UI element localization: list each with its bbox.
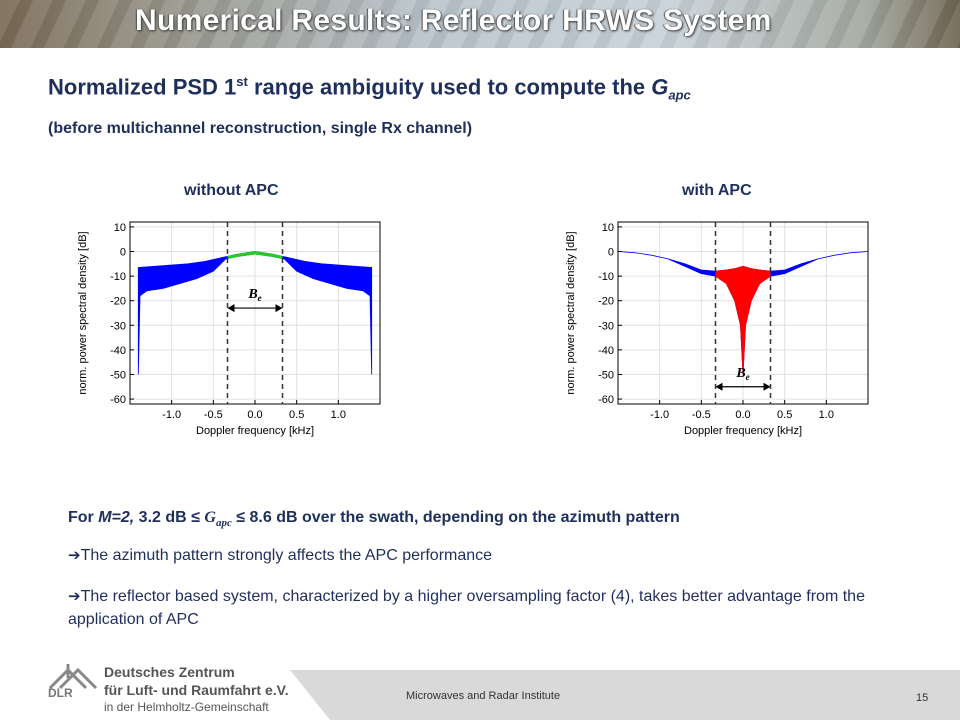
heading-g-symbol: G [651, 74, 669, 100]
slide-title: Numerical Results: Reflector HRWS System [135, 4, 772, 37]
bullet-reflector-system: ➔The reflector based system, characteriz… [68, 585, 898, 631]
arrow-head-right-icon [763, 382, 771, 391]
y-tick-label: -30 [598, 320, 614, 332]
x-tick-label: -1.0 [650, 409, 669, 421]
arrow-bullet-icon: ➔ [68, 588, 81, 605]
x-tick-label: 0.0 [735, 409, 750, 421]
arrow-head-left-icon [227, 304, 235, 313]
footer-institute: Microwaves and Radar Institute [406, 690, 561, 702]
plot-without-apc: -1.0 -0.5 0.0 0.5 1.0 10 0 -10 -20 -30 -40 -50 -60 Do… [58, 214, 430, 454]
heading-superscript: st [236, 74, 248, 89]
psd-highlight-area [227, 251, 283, 259]
footer: Microwaves and Radar Institute 15 [0, 664, 960, 720]
bullet-azimuth-pattern: ➔The azimuth pattern strongly affects th… [68, 546, 492, 565]
y-tick-label: 0 [120, 247, 126, 259]
x-tick-label: -1.0 [162, 409, 181, 421]
logo-line-2: für Luft- und Raumfahrt e.V. [104, 682, 289, 698]
bullet-2-text: The reflector based system, characterize… [68, 588, 865, 628]
y-tick-label: 10 [114, 222, 126, 234]
logo-line-1: Deutsches Zentrum [104, 664, 235, 680]
band-label-subscript: e [258, 293, 262, 303]
sub-heading: (before multichannel reconstruction, sin… [48, 120, 473, 137]
x-tick-label: -0.5 [204, 409, 223, 421]
result-prefix: For [68, 509, 99, 526]
caption-with-apc: with APC [682, 182, 752, 199]
y-axis-label: norm. power spectral density [dB] [77, 231, 89, 394]
plot-with-apc: -1.0 -0.5 0.0 0.5 1.0 10 0 -10 -20 -30 -40 -50 -60 Do… [546, 214, 918, 454]
x-axis-label: Doppler frequency [kHz] [196, 425, 314, 437]
result-range-high: ≤ 8.6 dB over the swath, depending on th… [231, 509, 680, 526]
page-number: 15 [916, 692, 929, 704]
y-tick-label: -50 [110, 369, 126, 381]
y-tick-label: -10 [598, 271, 614, 283]
arrow-head-left-icon [715, 382, 723, 391]
y-tick-label: -40 [110, 345, 126, 357]
psd-highlight-area [715, 265, 771, 375]
footer-grey-bar [290, 670, 960, 720]
result-statement: For M=2, 3.2 dB ≤ Gapc ≤ 8.6 dB over the… [68, 509, 680, 529]
x-tick-label: 0.5 [777, 409, 792, 421]
plot-without-apc-svg: -1.0 -0.5 0.0 0.5 1.0 10 0 -10 -20 -30 -40 -50 -60 Do… [77, 221, 381, 437]
caption-without-apc: without APC [184, 182, 279, 199]
dlr-emblem-icon [48, 664, 98, 690]
x-axis-label: Doppler frequency [kHz] [684, 425, 802, 437]
y-tick-label: -30 [110, 320, 126, 332]
y-tick-label: -60 [110, 394, 126, 406]
x-tick-label: 1.0 [819, 409, 834, 421]
result-m-value: M=2, [98, 509, 135, 526]
plot-with-apc-svg: -1.0 -0.5 0.0 0.5 1.0 10 0 -10 -20 -30 -40 -50 -60 Do… [565, 221, 869, 437]
y-tick-label: -40 [598, 345, 614, 357]
y-tick-label: 10 [602, 222, 614, 234]
band-label-subscript: e [746, 372, 750, 382]
main-heading: Normalized PSD 1st range ambiguity used … [48, 74, 691, 103]
y-tick-label: 0 [608, 247, 614, 259]
result-range-low: 3.2 dB ≤ [134, 509, 205, 526]
bullet-1-text: The azimuth pattern strongly affects the… [80, 547, 493, 564]
result-g-subscript: apc [215, 517, 232, 530]
logo-abbreviation: DLR [48, 686, 73, 700]
dlr-logo: DLR Deutsches Zentrum für Luft- und Raum… [40, 654, 290, 720]
x-tick-label: 1.0 [331, 409, 346, 421]
title-banner: Numerical Results: Reflector HRWS System [0, 0, 960, 48]
heading-subscript: apc [668, 87, 691, 103]
x-tick-label: -0.5 [692, 409, 711, 421]
band-label: Be [735, 366, 749, 382]
y-axis-label: norm. power spectral density [dB] [565, 231, 577, 394]
band-label: Be [247, 287, 261, 303]
banner-background-image [0, 0, 960, 48]
result-g-symbol: G [204, 509, 216, 526]
x-tick-label: 0.5 [289, 409, 304, 421]
y-tick-label: -60 [598, 394, 614, 406]
heading-part-1: Normalized PSD 1 [48, 74, 237, 100]
y-tick-label: -10 [110, 271, 126, 283]
x-tick-label: 0.0 [247, 409, 262, 421]
heading-part-2: range ambiguity used to compute the [247, 74, 652, 100]
y-tick-label: -20 [598, 296, 614, 308]
y-tick-label: -50 [598, 369, 614, 381]
y-tick-label: -20 [110, 296, 126, 308]
arrow-head-right-icon [275, 304, 283, 313]
arrow-bullet-icon: ➔ [68, 547, 81, 564]
logo-line-3: in der Helmholtz-Gemeinschaft [104, 700, 269, 714]
